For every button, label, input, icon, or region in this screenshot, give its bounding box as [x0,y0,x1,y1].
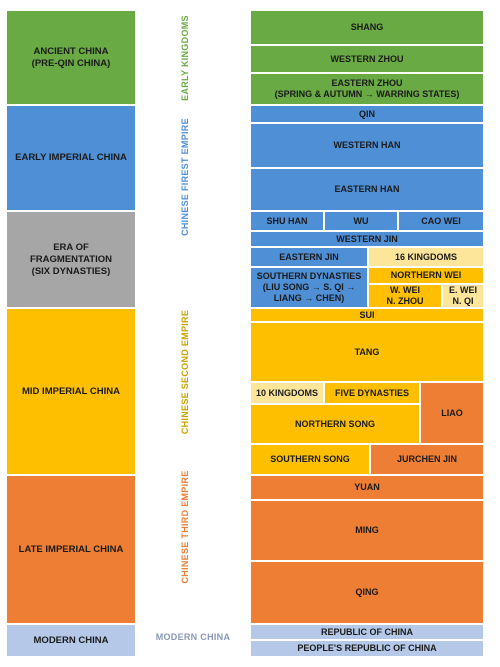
dynasty-liao: Liao [420,382,484,444]
dynasty-qin: Qin [250,105,484,123]
era-early-imperial-china: Early Imperial China [6,105,136,211]
empire-label-third-empire: Chinese Third Empire [180,470,190,584]
dynasty-republic-of-china: Republic of China [250,624,484,640]
dynasty-northern-wei: Northern Wei [368,267,484,284]
empire-label-second-empire: Chinese Second Empire [180,309,190,435]
dynasty-ming: Ming [250,500,484,561]
empire-label-modern-china: Modern China [155,632,231,642]
dynasty-cao-wei: Cao Wei [398,211,484,231]
era-late-imperial-china: Late Imperial China [6,475,136,624]
dynasty-southern-song: Southern Song [250,444,370,475]
era-ancient-china: Ancient China (Pre-Qin China) [6,10,136,105]
dynasty-sui: Sui [250,308,484,322]
empire-label-early-kingdoms: Early Kingdoms [180,15,190,101]
dynasty-16-kingdoms: 16 Kingdoms [368,247,484,267]
dynasty-western-han: Western Han [250,123,484,168]
dynasty-qing: Qing [250,561,484,624]
dynasty-jurchen-jin: Jurchen Jin [370,444,484,475]
dynasty-yuan: Yuan [250,475,484,500]
dynasty-eastern-wei-northern-qi: E. Wei N. Qi [442,284,484,308]
dynasty-western-jin: Western Jin [250,231,484,247]
dynasty-eastern-zhou: Eastern Zhou (Spring & Autumn → Warring … [250,73,484,105]
dynasty-western-zhou: Western Zhou [250,45,484,73]
dynasty-tang: Tang [250,322,484,382]
dynasty-wu: Wu [324,211,398,231]
era-mid-imperial-china: Mid Imperial China [6,308,136,475]
dynasty-shu-han: Shu Han [250,211,324,231]
dynasty-peoples-republic-of-china: People's Republic of China [250,640,484,657]
dynasty-southern-dynasties: Southern Dynasties (Liu Song → S. Qi → L… [250,267,368,308]
era-of-fragmentation: Era of Fragmentation (Six Dynasties) [6,211,136,308]
dynasty-10-kingdoms: 10 Kingdoms [250,382,324,404]
dynasty-western-wei-northern-zhou: W. Wei N. Zhou [368,284,442,308]
dynasty-northern-song: Northern Song [250,404,420,444]
dynasty-shang: Shang [250,10,484,45]
dynasty-eastern-jin: Eastern Jin [250,247,368,267]
era-modern-china: Modern China [6,624,136,657]
empire-label-first-empire: Chinese Firest Empire [180,118,190,236]
dynasty-eastern-han: Eastern Han [250,168,484,211]
dynasty-five-dynasties: Five Dynasties [324,382,420,404]
